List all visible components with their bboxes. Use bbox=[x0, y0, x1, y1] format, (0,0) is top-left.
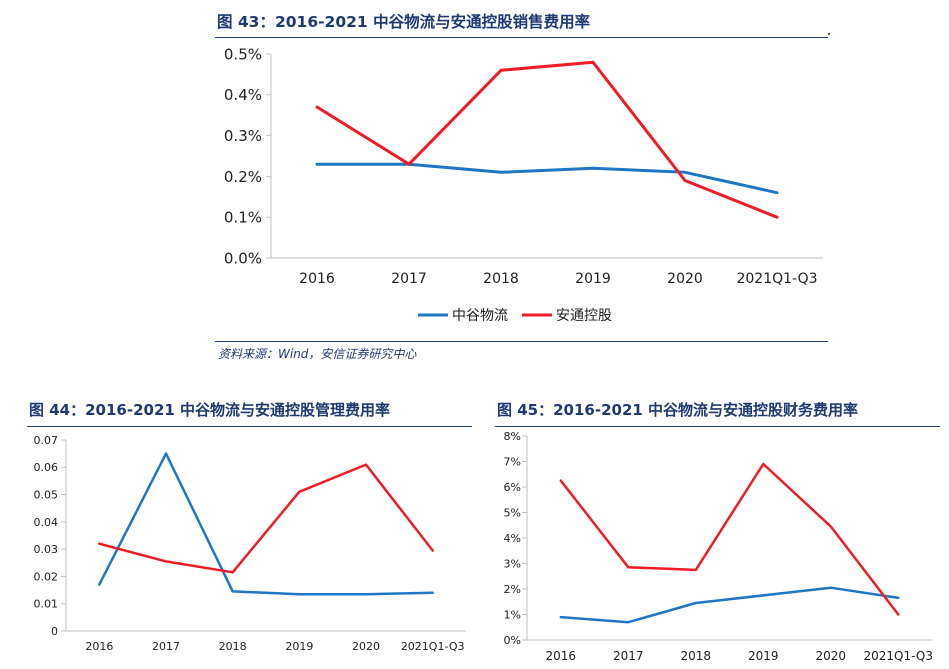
title-rule bbox=[215, 37, 828, 38]
y-tick-label: 0.3% bbox=[224, 127, 262, 145]
source-note: 资料来源：Wind，安信证券研究中心 bbox=[218, 347, 417, 361]
x-tick-label: 2017 bbox=[152, 640, 180, 653]
x-tick-label: 2017 bbox=[391, 271, 427, 287]
y-tick-label: 0 bbox=[51, 625, 58, 638]
y-tick-label: 1% bbox=[504, 608, 521, 621]
x-tick-label: 2020 bbox=[352, 640, 380, 653]
y-tick-label: 5% bbox=[504, 506, 521, 519]
x-tick-label: 2020 bbox=[815, 649, 846, 663]
chart-45: 0% 1% 2% 3% 4% 5% 6% 7% 8% 2016 2017 2018 2019 2020 20… bbox=[504, 430, 933, 663]
source-rule bbox=[215, 341, 828, 342]
x-tick-label: 2018 bbox=[219, 640, 247, 653]
y-tick-label: 0.07 bbox=[34, 434, 59, 447]
series-line-1 bbox=[98, 452, 434, 596]
series-line-1 bbox=[559, 586, 900, 624]
series-line-2 bbox=[315, 60, 779, 219]
y-tick-label: 3% bbox=[504, 557, 521, 570]
legend-label-2: 安通控股 bbox=[556, 308, 612, 324]
y-tick-label: 0.03 bbox=[34, 543, 59, 556]
figure-43-title: 图 43：2016-2021 中谷物流与安通控股销售费用率 bbox=[217, 13, 591, 31]
y-tick-label: 4% bbox=[504, 532, 521, 545]
legend-label-1: 中谷物流 bbox=[452, 308, 508, 324]
y-tick-label: 0.1% bbox=[224, 209, 262, 227]
y-tick-label: 8% bbox=[504, 430, 521, 443]
y-tick-label: 0.01 bbox=[34, 598, 59, 611]
series-line-2 bbox=[559, 462, 900, 616]
x-tick-label: 2016 bbox=[299, 271, 335, 287]
x-tick-label: 2019 bbox=[575, 271, 611, 287]
y-tick-label: 0.05 bbox=[34, 489, 59, 502]
y-tick-label: 0.0% bbox=[224, 249, 262, 267]
x-tick-label: 2020 bbox=[667, 271, 703, 287]
x-tick-label: 2021Q1-Q3 bbox=[401, 640, 465, 653]
figure-45-title: 图 45：2016-2021 中谷物流与安通控股财务费用率 bbox=[497, 401, 859, 419]
chart-43: 0.0% 0.1% 0.2% 0.3% 0.4% 0.5% 2016 2017 2018 2019… bbox=[224, 45, 823, 324]
y-tick-label: 6% bbox=[504, 481, 521, 494]
x-tick-label: 2021Q1-Q3 bbox=[736, 271, 817, 287]
stray-dot bbox=[828, 33, 830, 35]
x-tick-label: 2019 bbox=[285, 640, 313, 653]
y-tick-label: 0.06 bbox=[34, 461, 59, 474]
y-tick-label: 7% bbox=[504, 455, 521, 468]
series-line-2 bbox=[98, 463, 434, 574]
y-tick-label: 2% bbox=[504, 583, 521, 596]
figure-44-title: 图 44：2016-2021 中谷物流与安通控股管理费用率 bbox=[29, 401, 391, 419]
y-tick-label: 0.4% bbox=[224, 86, 262, 104]
chart-44: 0 0.01 0.02 0.03 0.04 0.05 0.06 0.07 2016 2017 201… bbox=[34, 434, 466, 653]
x-tick-label: 2018 bbox=[680, 649, 711, 663]
x-tick-label: 2017 bbox=[613, 649, 644, 663]
y-tick-label: 0.02 bbox=[34, 570, 59, 583]
y-tick-label: 0.04 bbox=[34, 516, 59, 529]
x-tick-label: 2021Q1-Q3 bbox=[864, 649, 933, 663]
y-tick-label: 0.5% bbox=[224, 45, 262, 63]
y-tick-label: 0.2% bbox=[224, 168, 262, 186]
x-tick-label: 2019 bbox=[748, 649, 779, 663]
series-line-1 bbox=[315, 162, 779, 195]
title-rule bbox=[495, 426, 940, 427]
x-tick-label: 2018 bbox=[483, 271, 519, 287]
title-rule bbox=[27, 426, 472, 427]
x-tick-label: 2016 bbox=[85, 640, 113, 653]
x-tick-label: 2016 bbox=[545, 649, 576, 663]
y-tick-label: 0% bbox=[504, 634, 521, 647]
